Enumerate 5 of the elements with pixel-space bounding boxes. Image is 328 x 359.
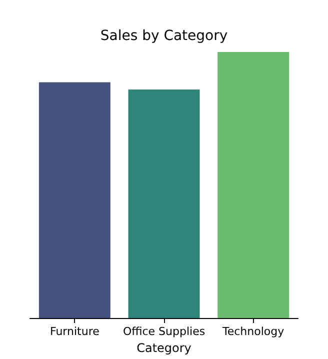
chart-title: Sales by Category: [100, 28, 228, 44]
x-tick-label: Office Supplies: [122, 325, 206, 338]
x-tick-label: Technology: [222, 325, 285, 338]
x-tick-label: Furniture: [50, 325, 100, 338]
x-axis-title: Category: [136, 341, 192, 355]
